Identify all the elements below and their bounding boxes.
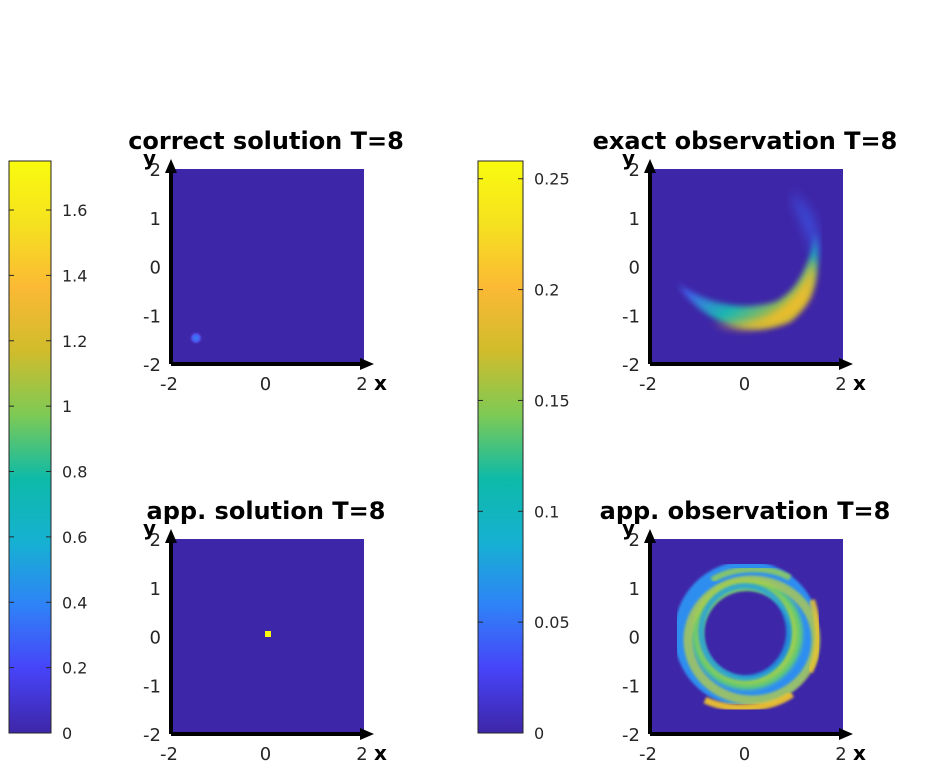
y-tick-label: -2 xyxy=(143,355,161,376)
y-tick-label: 0 xyxy=(150,258,161,279)
colorbar-observation-ramp xyxy=(477,160,524,734)
solution-point xyxy=(265,631,271,637)
panel-title: correct solution T=8 xyxy=(128,127,404,155)
x-axis-label: x xyxy=(853,741,866,765)
x-axis-arrowhead xyxy=(839,728,853,740)
y-tick-label: 2 xyxy=(150,530,161,551)
y-tick-label: -1 xyxy=(143,306,161,327)
panel-app-observation: app. observation T=8 -2 0 2 2 1 0 -1 -2 x y xyxy=(600,497,891,765)
panel-app-solution: app. solution T=8 -2 0 2 2 1 0 -1 -2 x y xyxy=(143,497,387,765)
y-axis-arrowhead xyxy=(165,159,177,173)
y-axis-label: y xyxy=(143,516,156,540)
y-axis-arrowhead xyxy=(644,159,656,173)
y-tick-label: -2 xyxy=(143,725,161,746)
y-tick-label: 2 xyxy=(629,530,640,551)
colorbar-solution-ticks: 1.6 1.4 1.2 1 0.8 0.6 0.4 0.2 0 xyxy=(9,201,87,743)
y-tick-label: 1 xyxy=(629,579,640,600)
y-tick-label: 0 xyxy=(629,258,640,279)
y-tick-label: 0 xyxy=(629,628,640,649)
y-axis-label: y xyxy=(622,146,635,170)
y-axis-label: y xyxy=(622,516,635,540)
y-tick-label: 1 xyxy=(150,209,161,230)
observation-crescent-core xyxy=(712,258,814,330)
colorbar-tick-label: 1.4 xyxy=(62,266,87,285)
x-axis-arrowhead xyxy=(360,358,374,370)
colorbar-tick-label: 0 xyxy=(62,724,72,743)
panel-title: app. solution T=8 xyxy=(147,497,386,525)
x-tick-label: 2 xyxy=(356,744,367,765)
observation-ring-bright-right xyxy=(807,599,821,674)
colorbar-tick-label: 0.8 xyxy=(62,463,87,482)
y-tick-label: 1 xyxy=(150,579,161,600)
colorbar-tick-label: 0.2 xyxy=(534,281,559,300)
colorbar-tick-label: 0.25 xyxy=(534,170,570,189)
colorbar-tick-label: 0.1 xyxy=(534,502,559,521)
x-tick-label: -2 xyxy=(639,374,657,395)
x-tick-label: 2 xyxy=(356,374,367,395)
observation-crescent xyxy=(677,232,819,329)
x-tick-label: 2 xyxy=(835,744,846,765)
axes-app-observation: -2 0 2 2 1 0 -1 -2 x y xyxy=(622,516,866,765)
colorbar-tick-label: 0.4 xyxy=(62,593,87,612)
panel-exact-observation: exact observation T=8 -2 0 2 2 1 0 -1 -2 x y xyxy=(593,127,898,395)
x-axis-arrowhead xyxy=(360,728,374,740)
colorbar-solution-ramp xyxy=(8,160,52,734)
colorbar-tick-label: 0.6 xyxy=(62,528,87,547)
y-tick-label: -1 xyxy=(622,306,640,327)
x-tick-label: -2 xyxy=(160,374,178,395)
y-axis-arrowhead xyxy=(644,529,656,543)
colorbar-tick-label: 1.6 xyxy=(62,201,87,220)
observation-ring-bright-bottom xyxy=(703,691,795,712)
colorbar-solution: 1.6 1.4 1.2 1 0.8 0.6 0.4 0.2 0 xyxy=(8,160,87,743)
observation-crescent-tail xyxy=(790,192,819,265)
y-axis-arrowhead xyxy=(165,529,177,543)
axes-correct-solution: -2 0 2 2 1 0 -1 -2 x y xyxy=(143,146,387,395)
x-tick-label: 0 xyxy=(739,374,750,395)
x-tick-label: -2 xyxy=(639,744,657,765)
y-tick-label: 0 xyxy=(150,628,161,649)
colorbar-tick-label: 0.2 xyxy=(62,659,87,678)
y-tick-label: -2 xyxy=(622,725,640,746)
y-tick-label: 2 xyxy=(150,160,161,181)
colorbar-tick-label: 0 xyxy=(534,724,544,743)
y-tick-label: 2 xyxy=(629,160,640,181)
colorbar-observation-ticks: 0.25 0.2 0.15 0.1 0.05 0 xyxy=(478,170,570,743)
panel-correct-solution: correct solution T=8 -2 0 2 2 1 0 -1 -2 x y xyxy=(128,127,404,395)
observation-ring-inner xyxy=(698,583,792,681)
x-axis-arrowhead xyxy=(839,358,853,370)
axes-exact-observation: -2 0 2 2 1 0 -1 -2 x y xyxy=(622,146,866,395)
heatmap-background xyxy=(172,169,364,363)
y-tick-label: -1 xyxy=(143,676,161,697)
colorbar-tick-label: 0.15 xyxy=(534,391,570,410)
x-axis-label: x xyxy=(374,741,387,765)
x-tick-label: -2 xyxy=(160,744,178,765)
x-axis-label: x xyxy=(853,371,866,395)
colorbar-tick-label: 0.05 xyxy=(534,613,570,632)
x-axis-label: x xyxy=(374,371,387,395)
colorbar-tick-label: 1.2 xyxy=(62,332,87,351)
observation-ring-bright-top xyxy=(710,566,792,583)
x-tick-label: 0 xyxy=(739,744,750,765)
y-axis-label: y xyxy=(143,146,156,170)
y-tick-label: -2 xyxy=(622,355,640,376)
x-tick-label: 2 xyxy=(835,374,846,395)
panel-title: app. observation T=8 xyxy=(600,497,891,525)
y-tick-label: -1 xyxy=(622,676,640,697)
solution-spot xyxy=(189,331,203,345)
panel-title: exact observation T=8 xyxy=(593,127,898,155)
y-tick-label: 1 xyxy=(629,209,640,230)
axes-app-solution: -2 0 2 2 1 0 -1 -2 x y xyxy=(143,516,387,765)
colorbar-tick-label: 1 xyxy=(62,397,72,416)
colorbar-observation: 0.25 0.2 0.15 0.1 0.05 0 xyxy=(477,160,570,743)
x-tick-label: 0 xyxy=(260,744,271,765)
x-tick-label: 0 xyxy=(260,374,271,395)
